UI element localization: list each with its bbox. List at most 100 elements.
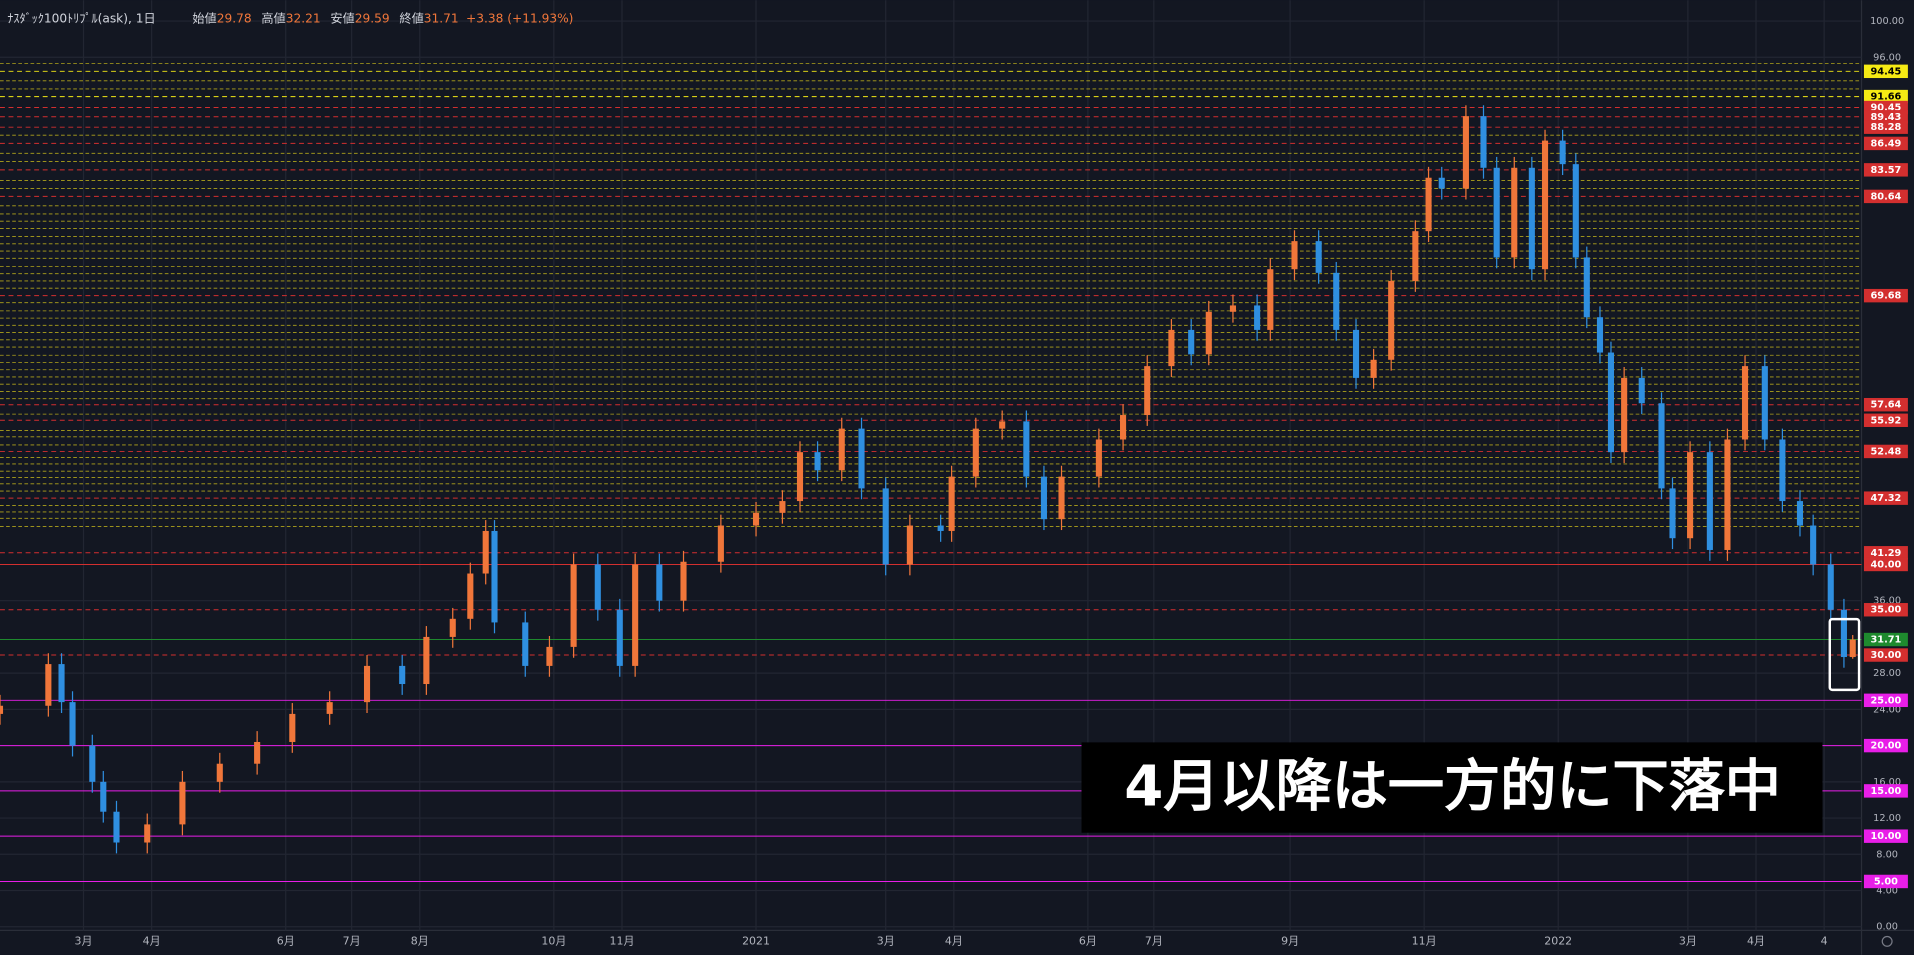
candle-body [1352, 329, 1360, 378]
candle-body [1849, 639, 1856, 658]
candle-body [838, 428, 845, 471]
candle-body [399, 665, 406, 685]
candle-body [179, 781, 186, 825]
candle-body [467, 573, 474, 619]
candle-body [1827, 564, 1834, 610]
candle-body [616, 609, 623, 666]
candles [0, 105, 1856, 854]
candle-body [491, 530, 498, 623]
candle-body [1706, 452, 1713, 550]
candle-body [482, 530, 489, 574]
candle-body [1607, 352, 1615, 453]
level-label-box [1863, 89, 1908, 104]
annotation: 4月以降は一方的に下落中 [1124, 755, 1781, 820]
field-value: 32.21 [286, 11, 321, 25]
level-label: 41.29 [1871, 548, 1902, 559]
x-tick-label: 8月 [411, 934, 429, 947]
field-value: 29.59 [355, 11, 390, 25]
level-label-box [1863, 397, 1908, 412]
candle-body [1741, 366, 1749, 440]
candle-body [570, 564, 577, 647]
candle-body [937, 525, 944, 531]
candle-body [89, 745, 96, 782]
candle-body [1315, 241, 1322, 273]
level-label: 69.68 [1871, 291, 1902, 302]
candle-body [144, 824, 151, 843]
candle-body [796, 452, 804, 502]
candle-body [254, 741, 261, 764]
candle-body [1596, 317, 1604, 353]
candle-body [972, 428, 979, 477]
level-label: 15.00 [1871, 786, 1902, 797]
level-label: 5.00 [1874, 876, 1898, 887]
x-tick-label: 11月 [610, 934, 635, 947]
candle-body [999, 421, 1006, 429]
candle-body [1583, 257, 1590, 318]
level-label-box [1863, 603, 1908, 617]
level-label: 80.64 [1871, 191, 1902, 202]
x-tick-label: 6月 [277, 934, 295, 947]
candle-body [1144, 366, 1151, 416]
x-tick-label: 7月 [1145, 934, 1163, 947]
level-label: 55.92 [1871, 415, 1902, 426]
candle-body [1388, 280, 1395, 360]
x-tick-label: 4月 [1747, 934, 1765, 947]
candle-body [1528, 167, 1535, 270]
field-label: 始値 [192, 10, 216, 25]
candle-body [423, 636, 430, 685]
candle-body [1559, 140, 1566, 165]
settings-icon[interactable] [1881, 935, 1893, 947]
x-tick-label: 3月 [1679, 934, 1697, 947]
level-label-box [1863, 546, 1908, 560]
candle-body [1267, 269, 1274, 330]
level-label-box [1863, 784, 1908, 798]
level-label-box [1863, 136, 1908, 151]
level-label: 47.32 [1871, 493, 1902, 504]
candle-body [1621, 377, 1628, 453]
y-tick-label: 4.00 [1876, 886, 1898, 897]
x-tick-label: 3月 [75, 934, 93, 947]
candle-body [1425, 177, 1432, 232]
candle-body [1724, 439, 1731, 550]
candle-body [1779, 439, 1786, 502]
level-label: 86.49 [1871, 138, 1902, 149]
candle-body [1168, 329, 1175, 367]
candle-body [1796, 501, 1804, 526]
candle-body [1370, 359, 1377, 378]
level-label: 88.28 [1871, 122, 1902, 133]
field-value: 31.71 [424, 11, 459, 25]
candle-body [594, 564, 601, 610]
y-tick-label: 96.00 [1873, 52, 1901, 63]
level-label: 94.45 [1871, 66, 1902, 77]
x-tick-label: 4月 [143, 934, 161, 947]
candle-body [882, 488, 889, 565]
x-tick-label: 6月 [1079, 934, 1097, 947]
candle-body [1291, 241, 1298, 270]
highlight-box [1828, 617, 1861, 692]
level-label: 31.71 [1871, 635, 1902, 646]
level-label: 35.00 [1871, 605, 1902, 616]
candle-body [1462, 116, 1469, 189]
level-label-box [1863, 557, 1908, 572]
level-label-box [1863, 288, 1908, 303]
level-label: 91.66 [1871, 92, 1902, 103]
level-label-box [1863, 189, 1908, 204]
annotation-box [1081, 742, 1823, 833]
candle-body [814, 452, 821, 471]
y-tick-label: 16.00 [1873, 777, 1901, 788]
candle-body [113, 811, 120, 843]
candle-body [1761, 366, 1768, 440]
level-label-box [1863, 163, 1908, 177]
candle-body [69, 702, 76, 746]
candle-body [0, 705, 4, 714]
candle-body [1810, 525, 1817, 565]
y-tick-label: 0.00 [1876, 922, 1898, 933]
level-label-box [1863, 632, 1908, 647]
level-label: 57.64 [1871, 400, 1902, 411]
candle-body [1040, 476, 1047, 520]
level-label: 25.00 [1871, 695, 1902, 706]
candle-body [1840, 609, 1847, 658]
level-label: 20.00 [1871, 741, 1902, 752]
